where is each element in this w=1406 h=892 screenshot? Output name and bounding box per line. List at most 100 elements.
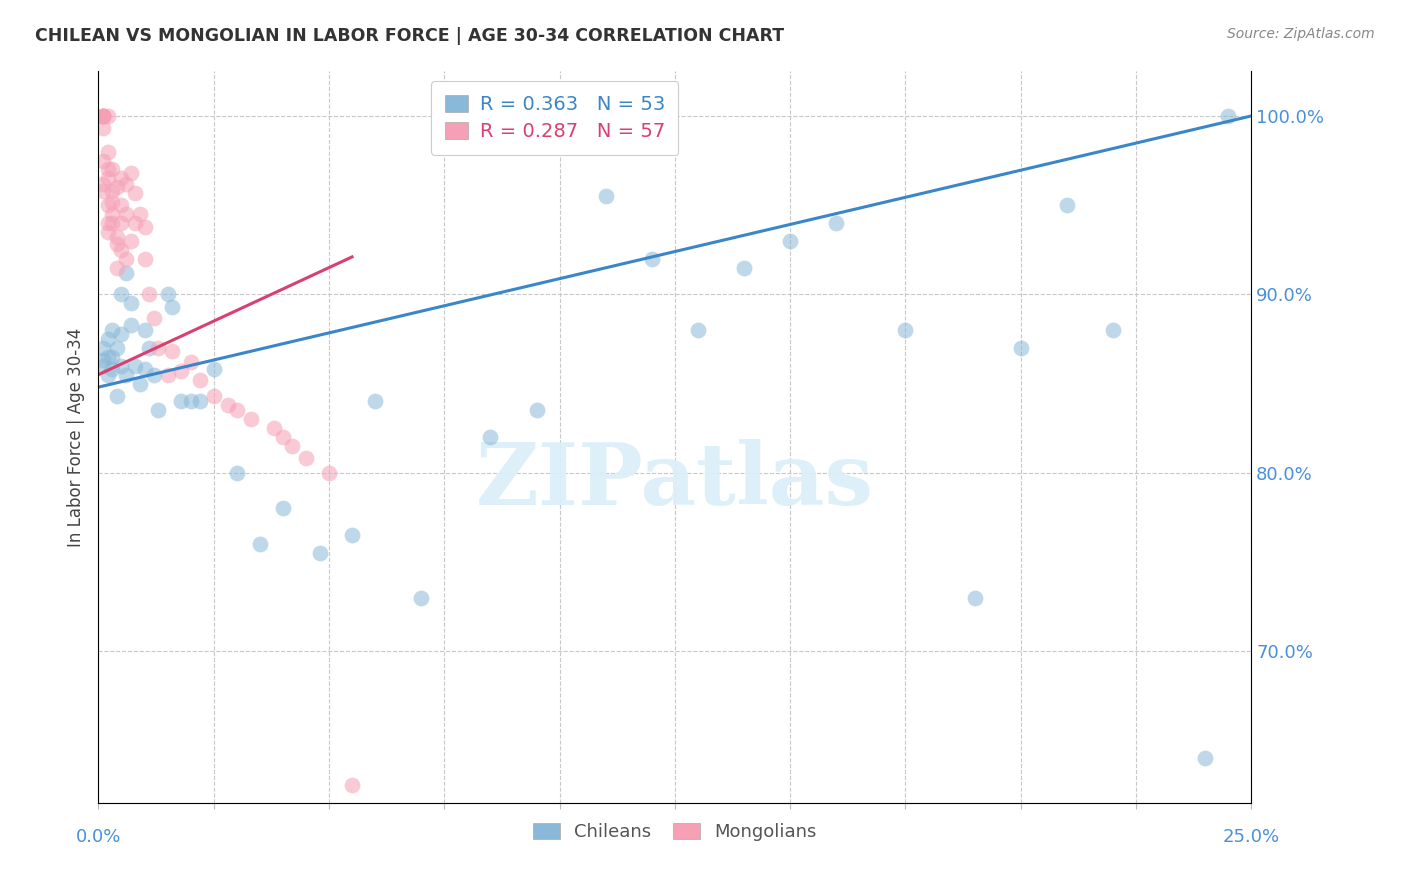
Text: ZIPatlas: ZIPatlas bbox=[475, 439, 875, 523]
Point bbox=[105, 180, 128, 194]
Point bbox=[170, 394, 193, 409]
Point bbox=[120, 234, 142, 248]
Point bbox=[134, 252, 156, 266]
Point bbox=[91, 109, 114, 123]
Point bbox=[160, 344, 183, 359]
Point bbox=[825, 216, 848, 230]
Point bbox=[1194, 751, 1216, 765]
Point bbox=[129, 207, 152, 221]
Text: Source: ZipAtlas.com: Source: ZipAtlas.com bbox=[1227, 27, 1375, 41]
Point bbox=[134, 323, 156, 337]
Point bbox=[120, 318, 142, 332]
Point bbox=[101, 162, 124, 177]
Point bbox=[180, 355, 202, 369]
Point bbox=[217, 398, 239, 412]
Point bbox=[97, 109, 120, 123]
Y-axis label: In Labor Force | Age 30-34: In Labor Force | Age 30-34 bbox=[66, 327, 84, 547]
Point bbox=[91, 184, 114, 198]
Point bbox=[97, 216, 120, 230]
Point bbox=[180, 394, 202, 409]
Point bbox=[124, 186, 146, 200]
Point bbox=[142, 310, 165, 325]
Point bbox=[91, 359, 114, 373]
Point bbox=[202, 362, 225, 376]
Point bbox=[170, 364, 193, 378]
Point bbox=[101, 216, 124, 230]
Point bbox=[411, 591, 433, 605]
Point bbox=[134, 362, 156, 376]
Point bbox=[364, 394, 387, 409]
Point bbox=[97, 171, 120, 186]
Point bbox=[595, 189, 617, 203]
Point bbox=[97, 350, 120, 364]
Point bbox=[138, 341, 160, 355]
Point bbox=[110, 171, 132, 186]
Point bbox=[340, 778, 363, 792]
Point bbox=[110, 216, 132, 230]
Point bbox=[156, 368, 179, 382]
Point bbox=[479, 430, 502, 444]
Point bbox=[129, 376, 152, 391]
Point bbox=[91, 109, 114, 123]
Point bbox=[115, 252, 138, 266]
Point bbox=[148, 341, 170, 355]
Point bbox=[97, 145, 120, 159]
Point bbox=[110, 326, 132, 341]
Point bbox=[188, 373, 211, 387]
Point bbox=[142, 368, 165, 382]
Point bbox=[110, 198, 132, 212]
Point bbox=[340, 528, 363, 542]
Point bbox=[110, 287, 132, 301]
Point bbox=[115, 177, 138, 191]
Point bbox=[115, 266, 138, 280]
Point bbox=[295, 451, 318, 466]
Point bbox=[1010, 341, 1032, 355]
Point bbox=[318, 466, 340, 480]
Point bbox=[110, 359, 132, 373]
Point bbox=[97, 162, 120, 177]
Legend: Chileans, Mongolians: Chileans, Mongolians bbox=[526, 816, 824, 848]
Text: 25.0%: 25.0% bbox=[1223, 828, 1279, 846]
Point bbox=[281, 439, 304, 453]
Point bbox=[105, 260, 128, 275]
Point bbox=[526, 403, 548, 417]
Point bbox=[120, 166, 142, 180]
Point bbox=[148, 403, 170, 417]
Point bbox=[91, 121, 114, 136]
Point bbox=[894, 323, 917, 337]
Point bbox=[101, 323, 124, 337]
Point bbox=[271, 430, 294, 444]
Point bbox=[225, 466, 247, 480]
Point bbox=[120, 296, 142, 310]
Point bbox=[134, 219, 156, 234]
Point bbox=[91, 109, 114, 123]
Point bbox=[91, 177, 114, 191]
Point bbox=[101, 184, 124, 198]
Point bbox=[97, 225, 120, 239]
Point bbox=[110, 243, 132, 257]
Point bbox=[1056, 198, 1078, 212]
Point bbox=[263, 421, 285, 435]
Point bbox=[271, 501, 294, 516]
Point bbox=[105, 341, 128, 355]
Point bbox=[91, 109, 114, 123]
Point bbox=[97, 198, 120, 212]
Point bbox=[138, 287, 160, 301]
Point bbox=[91, 341, 114, 355]
Point bbox=[202, 389, 225, 403]
Point bbox=[225, 403, 247, 417]
Point bbox=[733, 260, 755, 275]
Point bbox=[124, 359, 146, 373]
Point bbox=[101, 362, 124, 376]
Point bbox=[105, 389, 128, 403]
Point bbox=[779, 234, 801, 248]
Point bbox=[115, 368, 138, 382]
Point bbox=[105, 237, 128, 252]
Point bbox=[101, 194, 124, 209]
Point bbox=[156, 287, 179, 301]
Point bbox=[101, 350, 124, 364]
Point bbox=[91, 109, 114, 123]
Point bbox=[97, 332, 120, 346]
Point bbox=[101, 207, 124, 221]
Point bbox=[105, 230, 128, 244]
